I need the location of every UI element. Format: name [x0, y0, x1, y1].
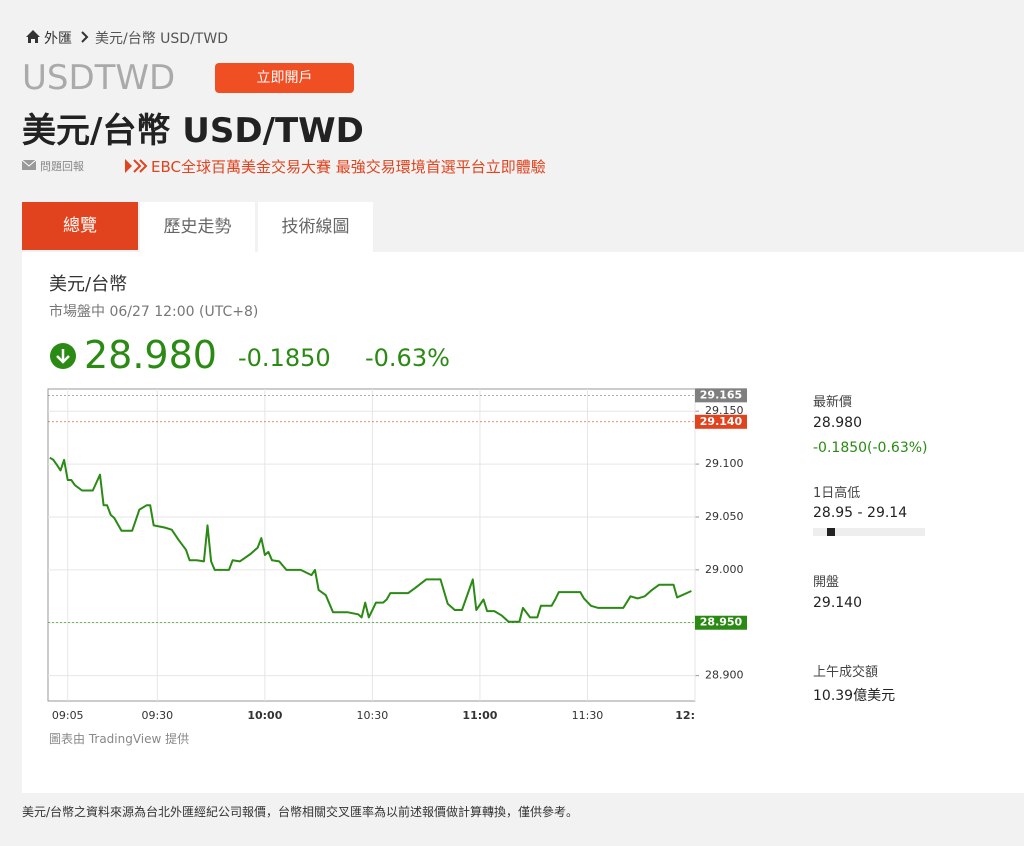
price-marker-badge [695, 388, 747, 403]
price-marker-badge [695, 414, 747, 429]
stat-value: 29.140 [813, 595, 862, 611]
x-tick-label: 09:05 [52, 709, 84, 722]
quote-status: 市場盤中 06/27 12:00 (UTC+8) [49, 304, 259, 320]
price-marker-label: 29.140 [700, 415, 743, 428]
chart-credit[interactable]: 圖表由 TradingView 提供 [49, 732, 190, 746]
y-tick-label: 28.900 [705, 669, 744, 682]
promo-arrows [125, 159, 148, 173]
tab[interactable]: 歷史走勢 [140, 202, 255, 252]
page-title: 美元/台幣 USD/TWD [22, 111, 364, 151]
quote-change: -0.1850 [238, 344, 331, 372]
stat-value: 28.95 - 29.14 [813, 505, 908, 521]
promo-link[interactable]: EBC全球百萬美金交易大賽 最強交易環境首選平台立即體驗 [151, 158, 546, 176]
x-tick-label: 09:30 [141, 709, 173, 722]
symbol: USDTWD [22, 58, 176, 98]
down-icon [50, 343, 76, 369]
stat-value: 28.980 [813, 415, 862, 431]
price-marker-badge [695, 615, 747, 630]
tab-active[interactable]: 總覽 [22, 202, 138, 250]
price-line [49, 456, 692, 623]
stat-change: -0.1850(-0.63%) [813, 440, 928, 456]
x-tick-label: 11:00 [462, 709, 497, 722]
y-tick-label: 29.000 [705, 563, 744, 576]
range-marker [826, 528, 835, 536]
quote-name: 美元/台幣 [49, 274, 128, 295]
tab[interactable]: 技術線圖 [258, 202, 373, 252]
range-bar [813, 528, 925, 536]
x-tick-label: 12: [675, 709, 695, 722]
breadcrumb-link[interactable]: 外匯 [44, 31, 72, 47]
plot-area [47, 388, 696, 702]
stat-label: 開盤 [813, 575, 840, 590]
quote-change-pct: -0.63% [365, 344, 450, 372]
footer-note: 美元/台幣之資料來源為台北外匯經紀公司報價，台幣相關交叉匯率為以前述報價做計算轉… [22, 805, 579, 819]
y-tick-label: 29.050 [705, 510, 744, 523]
stat-value: 10.39億美元 [813, 688, 896, 704]
stat-label: 1日高低 [813, 486, 861, 501]
chevron [81, 31, 89, 43]
price-marker-label: 28.950 [700, 616, 743, 629]
y-tick-label: 29.150 [705, 404, 744, 417]
x-tick-label: 10:30 [357, 709, 389, 722]
breadcrumb-current: 美元/台幣 USD/TWD [95, 31, 228, 47]
y-tick-label: 29.100 [705, 457, 744, 470]
quote-price: 28.980 [84, 333, 217, 377]
home-icon[interactable] [25, 29, 41, 44]
stat-label: 最新價 [813, 395, 853, 410]
price-marker-label: 29.165 [700, 388, 742, 401]
x-tick-label: 11:30 [572, 709, 604, 722]
report-link[interactable]: 問題回報 [40, 160, 84, 173]
x-tick-label: 10:00 [247, 709, 282, 722]
stat-label: 上午成交額 [813, 665, 879, 680]
open-account-button[interactable]: 立即開戶 [215, 63, 354, 93]
mail-icon [22, 160, 36, 170]
